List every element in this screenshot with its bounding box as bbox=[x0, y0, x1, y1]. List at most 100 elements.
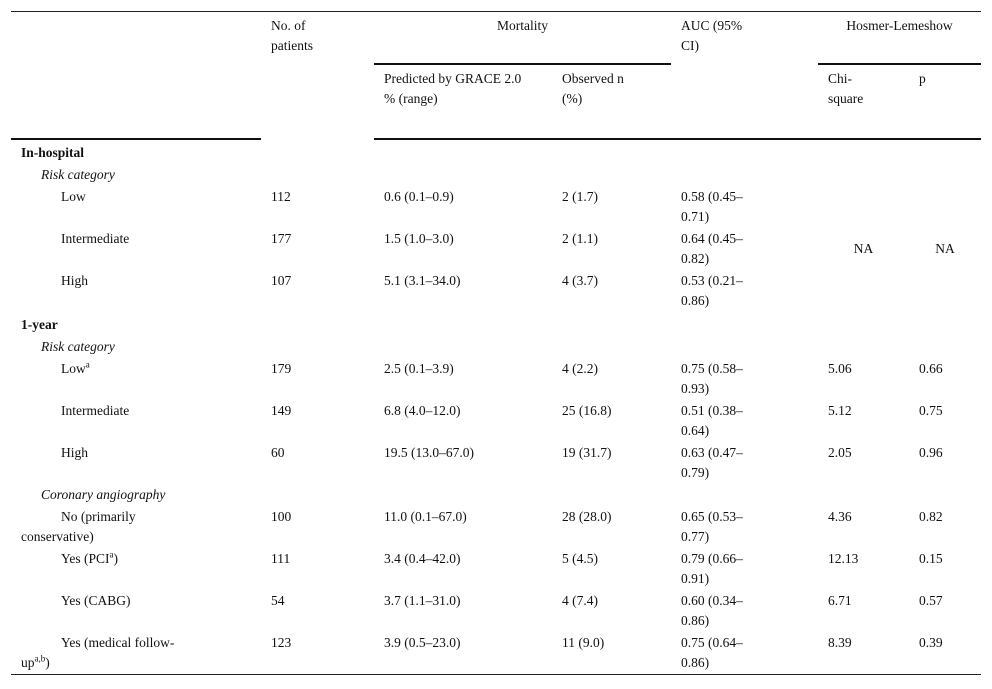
row-label: High bbox=[61, 273, 88, 288]
section-1-year: 1-year bbox=[11, 312, 981, 336]
cell-p: 0.57 bbox=[919, 593, 943, 608]
header-patients: No. of patients bbox=[271, 18, 313, 53]
cell-chi-square: 6.71 bbox=[828, 593, 852, 608]
cell-p: 0.96 bbox=[919, 445, 943, 460]
cell-patients: 54 bbox=[271, 593, 285, 608]
cell-chi-square: 5.12 bbox=[828, 403, 852, 418]
cell-auc: 0.79 (0.66–0.91) bbox=[681, 551, 743, 586]
row-label: Yes (medical follow-upa,b) bbox=[21, 635, 175, 670]
footnote-marker: a bbox=[85, 359, 90, 370]
subsection-coronary-angiography: Coronary angiography bbox=[11, 484, 981, 506]
cell-p: 0.39 bbox=[919, 635, 943, 650]
row-label: Lowa bbox=[61, 359, 90, 376]
cell-observed: 25 (16.8) bbox=[562, 403, 612, 418]
cell-patients: 149 bbox=[271, 403, 292, 418]
cell-chi-square: 8.39 bbox=[828, 635, 852, 650]
subsection-title: Risk category bbox=[41, 167, 115, 182]
header-chi-square: Chi-square bbox=[818, 64, 909, 140]
table-row: High 107 5.1 (3.1–34.0) 4 (3.7) 0.53 (0.21–0… bbox=[11, 270, 981, 312]
cell-observed: 2 (1.7) bbox=[562, 189, 598, 204]
header-hosmer-lemeshow: Hosmer-Lemeshow bbox=[818, 11, 982, 65]
header-p: p bbox=[909, 64, 982, 140]
cell-observed: 5 (4.5) bbox=[562, 551, 598, 566]
header-observed: Observed n (%) bbox=[552, 64, 671, 140]
cell-observed: 4 (3.7) bbox=[562, 273, 598, 288]
header-empty-2 bbox=[11, 64, 261, 140]
table-row: Lowa 179 2.5 (0.1–3.9) 4 (2.2) 0.75 (0.58–0.… bbox=[11, 358, 981, 400]
cell-patients: 123 bbox=[271, 635, 292, 650]
cell-predicted: 11.0 (0.1–67.0) bbox=[384, 509, 467, 524]
cell-auc: 0.51 (0.38–0.64) bbox=[681, 403, 743, 438]
section-title: In-hospital bbox=[21, 145, 85, 160]
table-row: Yes (medical follow-upa,b) 123 3.9 (0.5–23… bbox=[11, 632, 981, 675]
cell-observed: 19 (31.7) bbox=[562, 445, 612, 460]
cell-p: 0.82 bbox=[919, 509, 943, 524]
cell-p-na: NA bbox=[935, 241, 955, 256]
cell-auc: 0.64 (0.45–0.82) bbox=[681, 231, 743, 266]
table-row: Low 112 0.6 (0.1–0.9) 2 (1.7) 0.58 (0.45–0.7… bbox=[11, 186, 981, 256]
subsection-title: Coronary angiography bbox=[41, 487, 166, 502]
cell-predicted: 3.9 (0.5–23.0) bbox=[384, 635, 461, 650]
cell-auc: 0.63 (0.47–0.79) bbox=[681, 445, 743, 480]
cell-predicted: 3.4 (0.4–42.0) bbox=[384, 551, 461, 566]
section-title: 1-year bbox=[21, 317, 58, 332]
cell-predicted: 0.6 (0.1–0.9) bbox=[384, 189, 454, 204]
cell-p: 0.15 bbox=[919, 551, 943, 566]
table-row: Yes (PCIa) 111 3.4 (0.4–42.0) 5 (4.5) 0.79 (… bbox=[11, 548, 981, 590]
table-row: Intermediate 177 1.5 (1.0–3.0) 2 (1.1) 0.64 … bbox=[11, 228, 981, 270]
cell-patients: 112 bbox=[271, 189, 291, 204]
cell-chi-square-na: NA bbox=[853, 241, 874, 256]
cell-observed: 28 (28.0) bbox=[562, 509, 612, 524]
header-predicted: Predicted by GRACE 2.0% (range) bbox=[374, 64, 552, 140]
cell-patients: 111 bbox=[271, 551, 291, 566]
table-row: Yes (CABG) 54 3.7 (1.1–31.0) 4 (7.4) 0.60 (0… bbox=[11, 590, 981, 632]
results-table: No. of patients Mortality AUC (95% CI) H… bbox=[11, 11, 982, 675]
cell-patients: 177 bbox=[271, 231, 292, 246]
header-mortality: Mortality bbox=[374, 11, 671, 65]
cell-auc: 0.53 (0.21–0.86) bbox=[681, 273, 743, 308]
cell-patients: 100 bbox=[271, 509, 292, 524]
row-label: Yes (PCIa) bbox=[61, 549, 119, 566]
cell-auc: 0.60 (0.34–0.86) bbox=[681, 593, 743, 628]
table-row: High 60 19.5 (13.0–67.0) 19 (31.7) 0.63 (0.4… bbox=[11, 442, 981, 484]
cell-predicted: 2.5 (0.1–3.9) bbox=[384, 361, 454, 376]
cell-predicted: 19.5 (13.0–67.0) bbox=[384, 445, 474, 460]
cell-predicted: 3.7 (1.1–31.0) bbox=[384, 593, 461, 608]
cell-chi-square: 5.06 bbox=[828, 361, 852, 376]
section-in-hospital: In-hospital bbox=[11, 139, 981, 164]
cell-patients: 107 bbox=[271, 273, 292, 288]
cell-p: 0.75 bbox=[919, 403, 943, 418]
cell-chi-square: 12.13 bbox=[828, 551, 859, 566]
footnote-marker: a,b bbox=[34, 653, 46, 664]
subsection-risk-category: Risk category bbox=[11, 336, 981, 358]
row-label: Intermediate bbox=[61, 231, 130, 246]
cell-chi-square: 4.36 bbox=[828, 509, 852, 524]
cell-observed: 4 (2.2) bbox=[562, 361, 598, 376]
table-row: Intermediate 149 6.8 (4.0–12.0) 25 (16.8) 0.… bbox=[11, 400, 981, 442]
header-auc: AUC (95% CI) bbox=[671, 11, 818, 140]
cell-observed: 4 (7.4) bbox=[562, 593, 598, 608]
subsection-title: Risk category bbox=[41, 339, 115, 354]
cell-chi-square: 2.05 bbox=[828, 445, 852, 460]
cell-auc: 0.58 (0.45–0.71) bbox=[681, 189, 743, 224]
row-label: High bbox=[61, 445, 88, 460]
footnote-marker: a bbox=[109, 549, 114, 560]
row-label: No (primarily conservative) bbox=[21, 509, 136, 544]
cell-auc: 0.75 (0.58–0.93) bbox=[681, 361, 743, 396]
row-label: Yes (CABG) bbox=[61, 593, 131, 608]
cell-patients: 60 bbox=[271, 445, 285, 460]
header-empty bbox=[11, 12, 261, 65]
row-label: Intermediate bbox=[61, 403, 130, 418]
table-row: No (primarily conservative) 100 11.0 (0.1–… bbox=[11, 506, 981, 548]
row-label: Low bbox=[61, 189, 86, 204]
cell-auc: 0.75 (0.64–0.86) bbox=[681, 635, 743, 670]
cell-auc: 0.65 (0.53–0.77) bbox=[681, 509, 743, 544]
subsection-risk-category: Risk category bbox=[11, 164, 981, 186]
cell-observed: 2 (1.1) bbox=[562, 231, 598, 246]
cell-predicted: 5.1 (3.1–34.0) bbox=[384, 273, 461, 288]
cell-observed: 11 (9.0) bbox=[562, 635, 605, 650]
cell-predicted: 1.5 (1.0–3.0) bbox=[384, 231, 454, 246]
cell-patients: 179 bbox=[271, 361, 292, 376]
cell-predicted: 6.8 (4.0–12.0) bbox=[384, 403, 461, 418]
cell-p: 0.66 bbox=[919, 361, 943, 376]
